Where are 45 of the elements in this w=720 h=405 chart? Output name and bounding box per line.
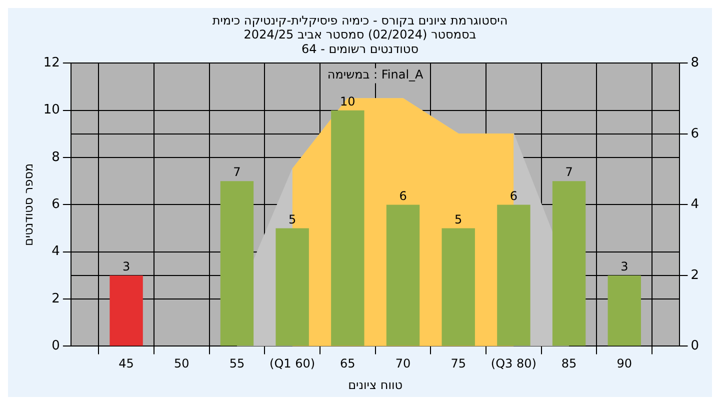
x-tick-label: 45	[118, 356, 134, 371]
bar	[497, 204, 530, 346]
data-label: 6	[510, 188, 518, 203]
y2-tick-label: 0	[690, 338, 700, 354]
y2-tick-label: 4	[690, 197, 700, 212]
data-label: 10	[340, 94, 356, 108]
y-tick-label: 0	[52, 338, 60, 354]
data-label: 7	[565, 165, 573, 180]
bar	[386, 204, 420, 346]
bar	[608, 275, 641, 346]
x-tick-label: 65	[340, 356, 356, 371]
x-axis-title: טווח ציונים	[348, 378, 403, 392]
data-label: 6	[399, 188, 407, 203]
y2-tick-label: 6	[690, 126, 700, 142]
y-axis-title: מספר סטודנטים	[21, 163, 36, 246]
x-tick-label: 50	[174, 356, 190, 371]
bar	[110, 275, 143, 346]
annotation: במשימה : Final_A	[327, 67, 424, 82]
bar	[442, 228, 475, 346]
bar	[220, 181, 254, 346]
data-label: 3	[620, 260, 628, 274]
x-tick-label: 55	[229, 356, 245, 371]
data-label: 7	[233, 165, 241, 180]
data-label: 5	[454, 212, 462, 226]
x-tick-label: 85	[561, 356, 577, 371]
x-tick-label: 70	[395, 356, 411, 371]
x-tick-label: (Q1 60)	[270, 356, 316, 371]
bar	[331, 110, 364, 346]
y-tick-label: 4	[52, 244, 60, 260]
chart-title: היסטוגרמת ציונים בקורס - כימיה פיסיקלית-קינטיקה כימית	[212, 13, 508, 28]
x-tick-label: 90	[616, 356, 632, 371]
y-tick-label: 8	[52, 150, 60, 165]
data-label: 3	[122, 260, 130, 274]
y2-tick-label: 2	[690, 268, 700, 283]
x-tick-label: 75	[450, 356, 466, 371]
chart-subtitle: בסמסטר (02/2024) סמסטר אביב 2024/25 סטודנטים רשומים - 64	[244, 28, 476, 56]
bar	[552, 181, 586, 346]
y-tick-label: 6	[52, 197, 60, 212]
x-tick-label: (Q3 80)	[490, 356, 536, 371]
y-tick-label: 10	[43, 102, 60, 118]
y2-tick-label: 8	[690, 56, 700, 71]
bar	[276, 228, 309, 346]
y-tick-label: 12	[43, 56, 60, 71]
data-label: 5	[288, 212, 296, 226]
y-tick-label: 2	[52, 291, 60, 306]
